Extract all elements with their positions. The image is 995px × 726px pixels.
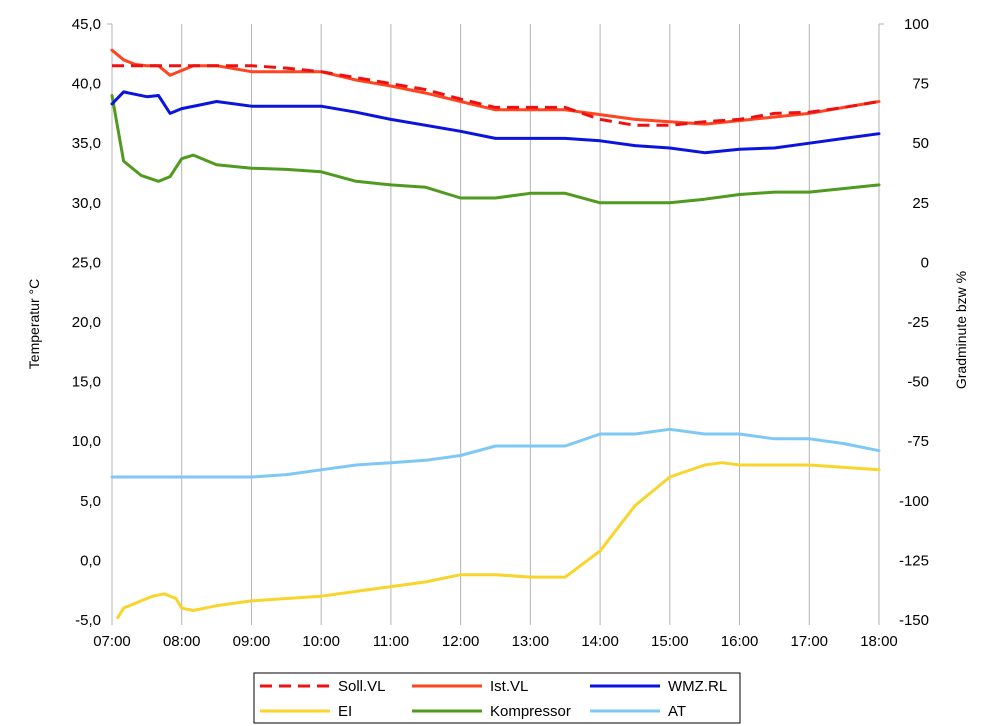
y2-tick-label: -100 — [899, 493, 929, 510]
x-tick-label: 15:00 — [651, 633, 689, 650]
y-tick-label: 10,0 — [72, 433, 101, 450]
chart-tick-labels: 07:00 08:00 09:00 10:00 11:00 12:00 13:00 14:00… — [72, 16, 929, 650]
y2-tick-label: -50 — [907, 374, 929, 391]
y-tick-label: 0,0 — [80, 552, 101, 569]
series-line — [116, 461, 881, 620]
y-tick-label: 45,0 — [72, 16, 101, 33]
chart-series — [110, 48, 881, 620]
series-line — [112, 64, 880, 127]
x-tick-label: 13:00 — [512, 633, 550, 650]
x-tick-label: 18:00 — [860, 633, 898, 650]
y2-tick-label: 25 — [912, 195, 929, 212]
y-axis-title: Temperatur °C — [26, 279, 42, 369]
y-tick-label: 40,0 — [72, 76, 101, 93]
y2-axis-title: Gradminute bzw % — [953, 271, 969, 389]
y-tick-label: 5,0 — [80, 493, 101, 510]
x-tick-label: 07:00 — [93, 633, 131, 650]
y2-tick-label: -125 — [899, 552, 929, 569]
y-tick-label: 35,0 — [72, 135, 101, 152]
x-tick-label: 08:00 — [163, 633, 201, 650]
legend: Soll.VL Ist.VL WMZ.RL EI Kompressor AT — [253, 672, 741, 724]
legend-label: AT — [668, 703, 686, 720]
y2-tick-label: -150 — [899, 612, 929, 629]
y2-tick-label: 100 — [904, 16, 929, 33]
legend-label: Ist.VL — [490, 678, 528, 695]
series-line — [110, 427, 881, 479]
legend-label: Kompressor — [490, 703, 571, 720]
legend-label: WMZ.RL — [668, 678, 727, 695]
series-line — [110, 94, 881, 205]
y-tick-label: 25,0 — [72, 254, 101, 271]
y-tick-label: 20,0 — [72, 314, 101, 331]
x-tick-label: 17:00 — [790, 633, 828, 650]
legend-label: EI — [338, 703, 352, 720]
x-tick-label: 09:00 — [233, 633, 271, 650]
x-tick-label: 14:00 — [581, 633, 619, 650]
x-tick-label: 11:00 — [373, 633, 409, 650]
y2-tick-label: -25 — [907, 314, 929, 331]
y-tick-label: 15,0 — [72, 374, 101, 391]
series-line — [110, 90, 881, 155]
y-tick-label: -5,0 — [75, 612, 101, 629]
y2-tick-label: 75 — [912, 76, 929, 93]
legend-label: Soll.VL — [338, 678, 386, 695]
chart-gridlines — [107, 23, 884, 625]
y2-tick-label: 0 — [921, 254, 929, 271]
x-tick-label: 12:00 — [442, 633, 480, 650]
legend-box — [253, 672, 741, 724]
series-line — [110, 48, 881, 126]
x-tick-label: 16:00 — [721, 633, 759, 650]
x-tick-label: 10:00 — [302, 633, 340, 650]
y2-tick-label: -75 — [907, 433, 929, 450]
y-tick-label: 30,0 — [72, 195, 101, 212]
y2-tick-label: 50 — [912, 135, 929, 152]
